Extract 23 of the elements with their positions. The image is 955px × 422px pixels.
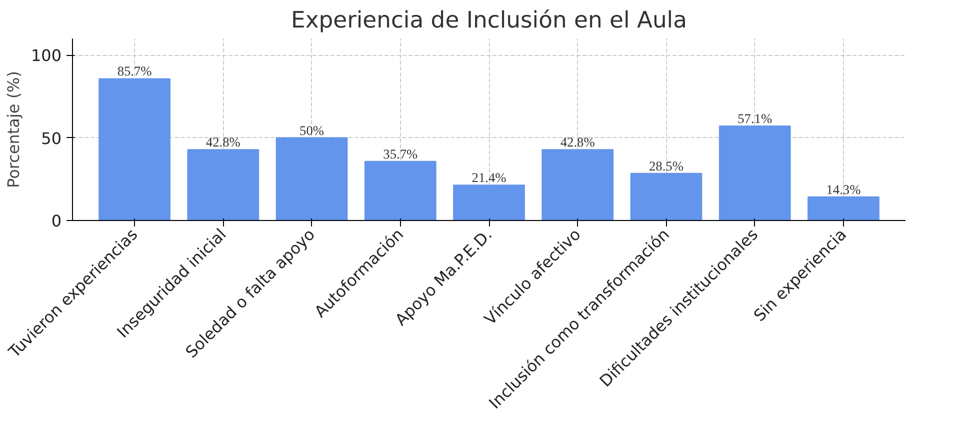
- bar: [453, 184, 525, 220]
- data-label: 28.5%: [649, 158, 684, 174]
- y-tick-label: 50: [41, 128, 62, 148]
- bar: [630, 172, 702, 220]
- y-tick-label: 0: [51, 212, 62, 230]
- bar: [276, 137, 348, 220]
- data-label: 50%: [300, 122, 324, 138]
- data-label: 42.8%: [206, 134, 240, 150]
- data-label: 42.8%: [560, 134, 595, 150]
- bar: [98, 78, 170, 220]
- data-label: 57.1%: [738, 111, 772, 126]
- bar: [808, 196, 880, 220]
- data-label: 35.7%: [383, 146, 418, 162]
- data-label: 21.4%: [472, 170, 506, 186]
- y-tick-label: 100: [30, 46, 62, 66]
- data-label: 85.7%: [117, 64, 152, 79]
- bar: [364, 160, 436, 220]
- y-axis-title: Porcentaje (%): [4, 70, 23, 188]
- bar: [542, 149, 614, 220]
- bar: [718, 126, 791, 220]
- data-label: 14.3%: [826, 182, 861, 197]
- bar: [187, 149, 260, 220]
- chart-title: Experiencia de Inclusión en el Aula: [291, 8, 687, 34]
